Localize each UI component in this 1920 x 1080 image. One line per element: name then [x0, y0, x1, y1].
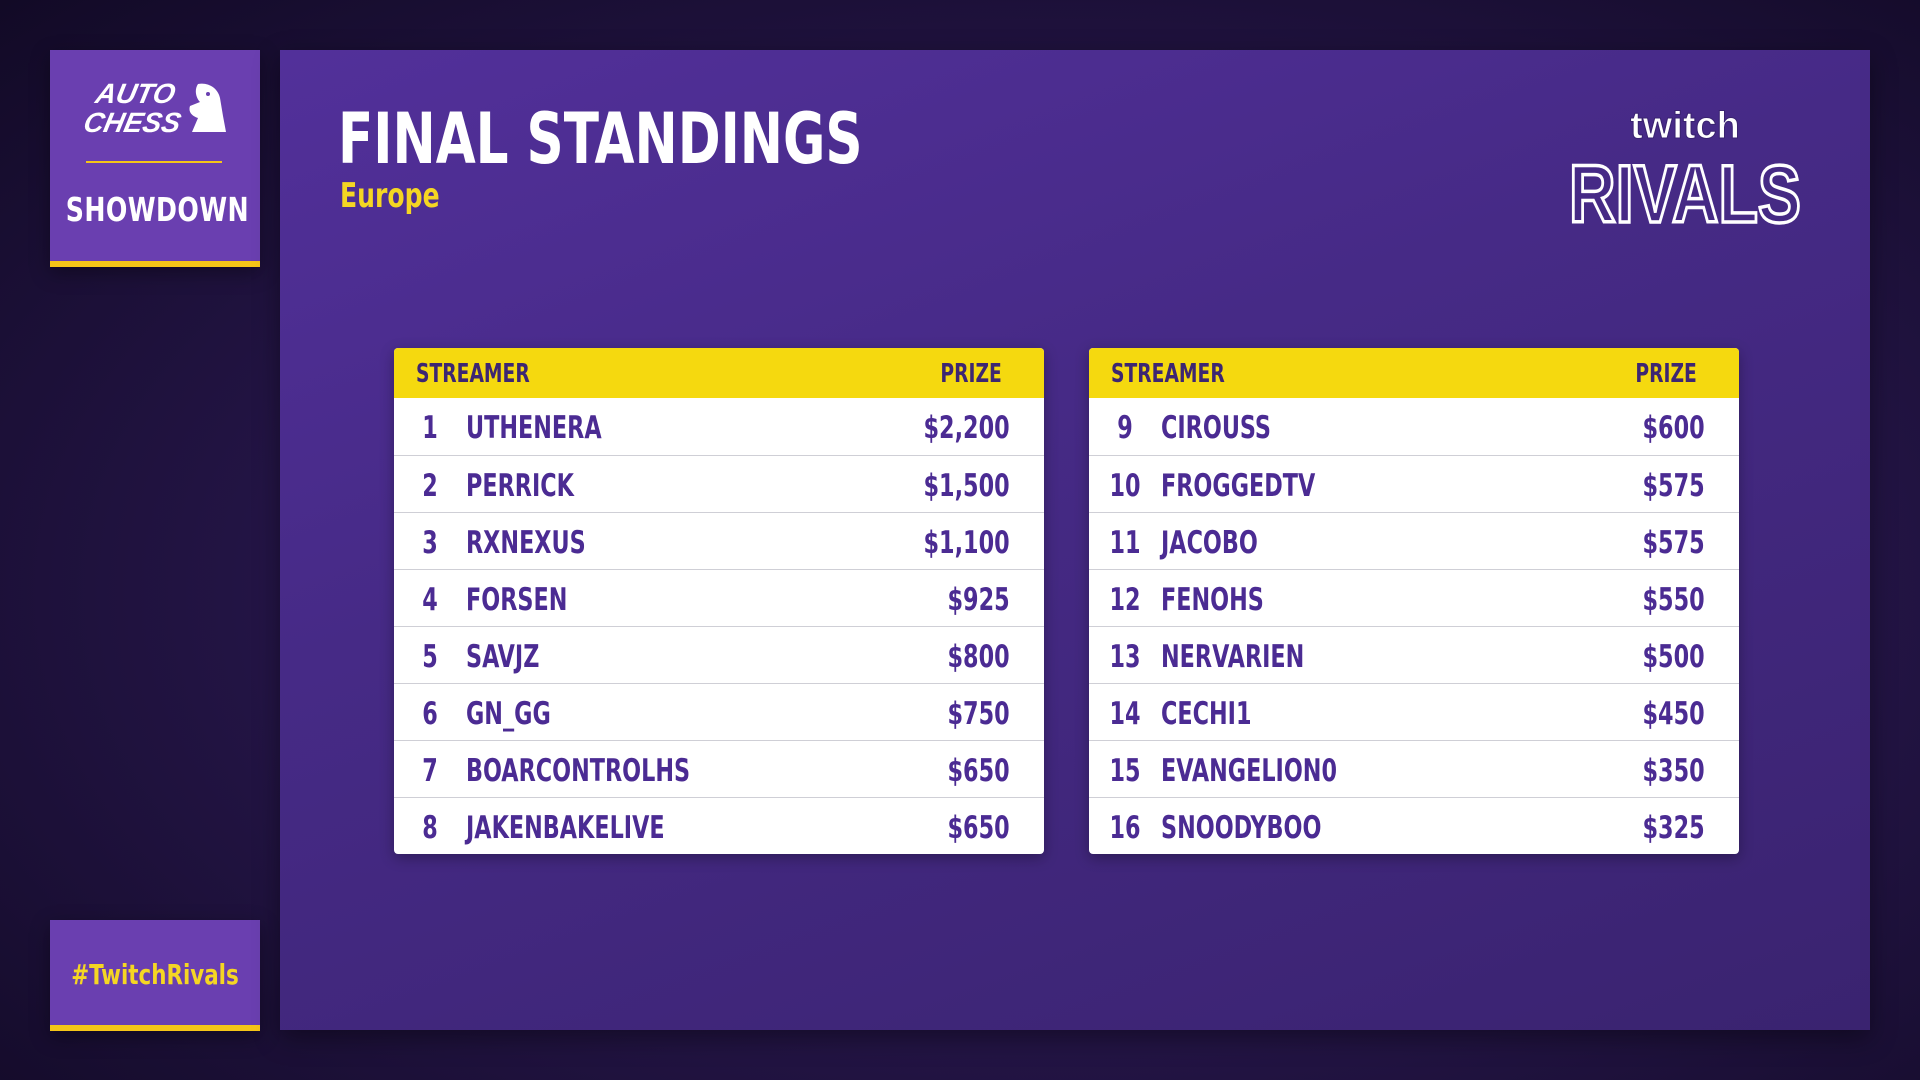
streamer-name: GN_GG — [466, 696, 551, 732]
table-row: 1 UTHENERA $2,200 — [394, 398, 1044, 455]
hashtag-badge: #TwitchRivals — [50, 920, 260, 1031]
rank: 8 — [422, 810, 438, 846]
table-row: 6 GN_GG $750 — [394, 683, 1044, 740]
prize-amount: $550 — [1642, 582, 1705, 618]
logo-text-line-2: CHESS — [81, 106, 184, 138]
rank: 9 — [1117, 410, 1133, 446]
streamer-name: NERVARIEN — [1161, 639, 1305, 675]
table-row: 15 EVANGELION0 $350 — [1089, 740, 1739, 797]
showdown-title: SHOWDOWN — [65, 190, 250, 229]
table-row: 13 NERVARIEN $500 — [1089, 626, 1739, 683]
table-row: 8 JAKENBAKELIVE $650 — [394, 797, 1044, 854]
rank: 15 — [1109, 753, 1141, 789]
rank: 5 — [422, 639, 438, 675]
hashtag-text: #TwitchRivals — [71, 958, 239, 991]
streamer-name: EVANGELION0 — [1161, 753, 1337, 789]
rank: 14 — [1109, 696, 1141, 732]
streamer-name: PERRICK — [466, 468, 574, 504]
prize-amount: $575 — [1642, 525, 1705, 561]
prize-amount: $325 — [1642, 810, 1705, 846]
table-row: 11 JACOBO $575 — [1089, 512, 1739, 569]
table-row: 16 SNOODYBOO $325 — [1089, 797, 1739, 854]
table-row: 10 FROGGEDTV $575 — [1089, 455, 1739, 512]
column-header-streamer: STREAMER — [416, 359, 530, 389]
prize-amount: $2,200 — [923, 410, 1010, 446]
prize-amount: $650 — [947, 810, 1010, 846]
rank: 3 — [422, 525, 438, 561]
prize-amount: $500 — [1642, 639, 1705, 675]
rank: 13 — [1109, 639, 1141, 675]
prize-amount: $575 — [1642, 468, 1705, 504]
rank: 6 — [422, 696, 438, 732]
streamer-name: UTHENERA — [466, 410, 602, 446]
streamer-name: RXNEXUS — [466, 525, 586, 561]
standings-table-left: STREAMER PRIZE 1 UTHENERA $2,200 2 PERRICK $… — [394, 348, 1044, 854]
knight-icon — [189, 83, 226, 132]
page-title: FINAL STANDINGS — [338, 98, 863, 180]
streamer-name: JACOBO — [1161, 525, 1258, 561]
streamer-name: FROGGEDTV — [1161, 468, 1316, 504]
column-header-prize: PRIZE — [940, 359, 1002, 389]
badge-divider — [86, 161, 222, 163]
streamer-name: CIROUSS — [1161, 410, 1271, 446]
rank: 12 — [1109, 582, 1141, 618]
prize-amount: $800 — [947, 639, 1010, 675]
twitch-rivals-logo: twitch RIVALS — [1567, 105, 1803, 235]
table-row: 3 RXNEXUS $1,100 — [394, 512, 1044, 569]
region-subtitle: Europe — [340, 176, 440, 216]
rank: 2 — [422, 468, 438, 504]
table-header: STREAMER PRIZE — [394, 348, 1044, 398]
rank: 1 — [422, 410, 438, 446]
prize-amount: $1,500 — [923, 468, 1010, 504]
prize-amount: $650 — [947, 753, 1010, 789]
streamer-name: CECHI1 — [1161, 696, 1252, 732]
rank: 4 — [422, 582, 438, 618]
rank: 11 — [1109, 525, 1141, 561]
column-header-streamer: STREAMER — [1111, 359, 1225, 389]
table-row: 7 BOARCONTROLHS $650 — [394, 740, 1044, 797]
rivals-wordmark: RIVALS — [1569, 149, 1801, 234]
event-badge: AUTO CHESS SHOWDOWN — [50, 50, 260, 267]
streamer-name: FORSEN — [466, 582, 568, 618]
prize-amount: $450 — [1642, 696, 1705, 732]
streamer-name: JAKENBAKELIVE — [466, 810, 665, 846]
rank: 10 — [1109, 468, 1141, 504]
logo-text-line-1: AUTO — [92, 77, 178, 109]
prize-amount: $1,100 — [923, 525, 1010, 561]
streamer-name: FENOHS — [1161, 582, 1264, 618]
table-row: 5 SAVJZ $800 — [394, 626, 1044, 683]
streamer-name: SNOODYBOO — [1161, 810, 1322, 846]
table-row: 2 PERRICK $1,500 — [394, 455, 1044, 512]
table-row: 4 FORSEN $925 — [394, 569, 1044, 626]
prize-amount: $350 — [1642, 753, 1705, 789]
standings-table-right: STREAMER PRIZE 9 CIROUSS $600 10 FROGGEDTV $… — [1089, 348, 1739, 854]
rank: 16 — [1109, 810, 1141, 846]
table-header: STREAMER PRIZE — [1089, 348, 1739, 398]
auto-chess-logo: AUTO CHESS — [81, 77, 226, 138]
prize-amount: $600 — [1642, 410, 1705, 446]
standings-panel: FINAL STANDINGS Europe twitch RIVALS STR… — [280, 50, 1870, 1030]
table-row: 12 FENOHS $550 — [1089, 569, 1739, 626]
twitch-wordmark: twitch — [1630, 105, 1740, 147]
table-row: 14 CECHI1 $450 — [1089, 683, 1739, 740]
column-header-prize: PRIZE — [1635, 359, 1697, 389]
rank: 7 — [422, 753, 438, 789]
streamer-name: BOARCONTROLHS — [466, 753, 691, 789]
prize-amount: $925 — [947, 582, 1010, 618]
prize-amount: $750 — [947, 696, 1010, 732]
streamer-name: SAVJZ — [466, 639, 540, 675]
table-row: 9 CIROUSS $600 — [1089, 398, 1739, 455]
